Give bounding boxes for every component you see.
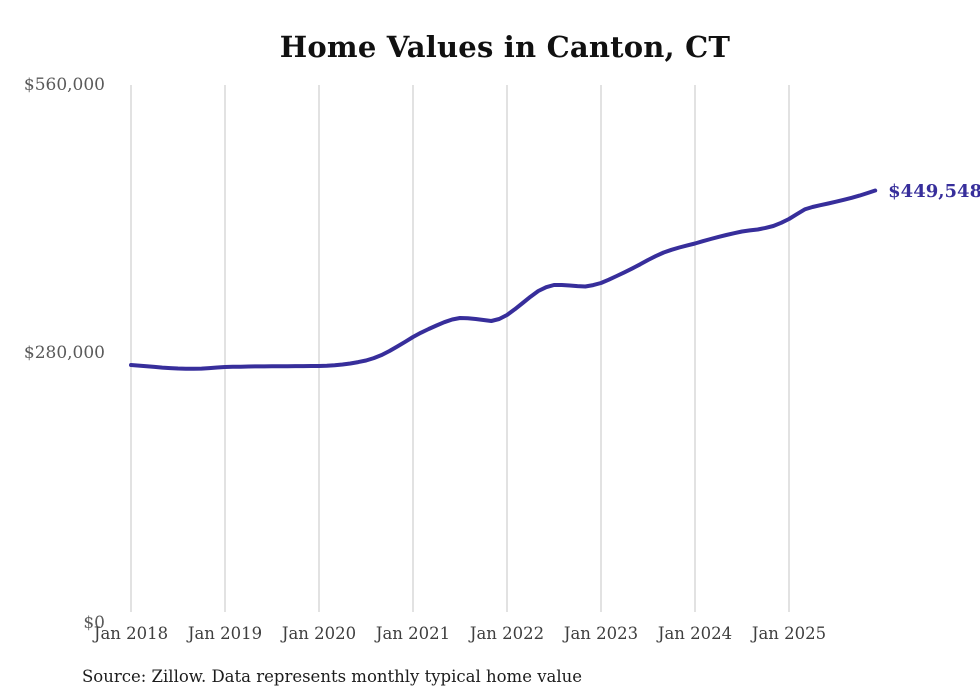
x-axis-tick-label: Jan 2018 xyxy=(93,624,169,643)
chart-title: Home Values in Canton, CT xyxy=(279,30,731,64)
x-axis-tick-label: Jan 2022 xyxy=(469,624,545,643)
x-axis-tick-label: Jan 2024 xyxy=(657,624,733,643)
home-value-line xyxy=(129,188,878,371)
y-axis-tick-label: $0 xyxy=(83,613,105,633)
source-note: Source: Zillow. Data represents monthly … xyxy=(82,667,583,686)
x-axis-tick-label: Jan 2021 xyxy=(375,624,451,643)
x-axis-tick-label: Jan 2025 xyxy=(751,624,827,643)
gridline-group xyxy=(130,85,790,612)
x-axis-tick-label: Jan 2023 xyxy=(563,624,639,643)
x-axis-tick-label: Jan 2019 xyxy=(187,624,263,643)
x-axis-tick-label: Jan 2020 xyxy=(281,624,357,643)
y-axis-tick-label: $560,000 xyxy=(23,75,105,95)
latest-value-label: $449,548 xyxy=(888,180,980,202)
y-axis-tick-label: $280,000 xyxy=(23,342,105,363)
